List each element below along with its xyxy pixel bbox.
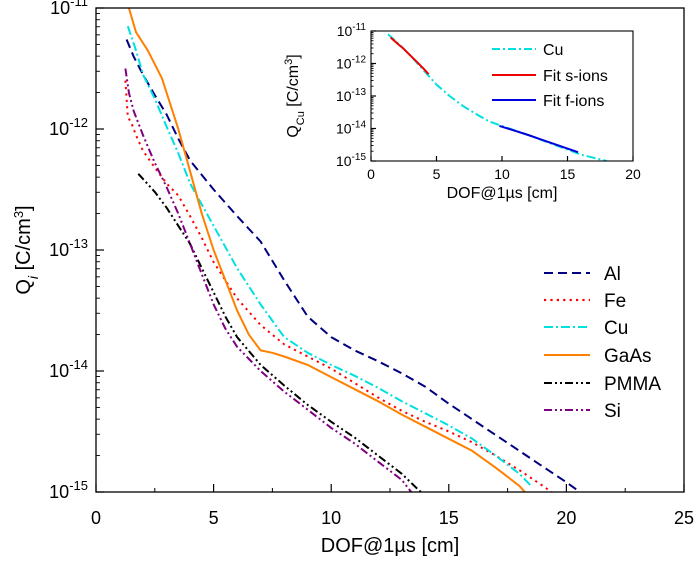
- legend-label-gaas: GaAs: [604, 346, 652, 367]
- main-legend: Al Fe Cu GaAs PMMA Si: [544, 264, 661, 422]
- main-y-tick-label: 10-12: [49, 115, 88, 139]
- inset-x-tick-label: 20: [625, 166, 641, 182]
- inset-legend-item-fit-s: Fit s-ions: [492, 68, 608, 85]
- legend-item-si: Si: [544, 401, 621, 422]
- inset-y-ticks: 10-11 10-12 10-13 10-14 10-15: [336, 22, 376, 169]
- legend-item-al: Al: [544, 264, 621, 285]
- legend-item-fe: Fe: [544, 291, 626, 312]
- legend-label-al: Al: [604, 264, 621, 285]
- main-y-title-sub: i: [25, 275, 41, 279]
- legend-item-pmma: PMMA: [544, 374, 661, 395]
- inset-y-axis-title: QCu [C/cm3]: [283, 54, 307, 137]
- inset-x-ticks: 0 5 10 15 20: [367, 156, 641, 182]
- inset-x-tick-label: 0: [367, 166, 375, 182]
- main-y-tick-label: 10-13: [49, 236, 88, 260]
- main-x-ticks: 0 5 10 15 20 25: [91, 484, 694, 528]
- main-y-ticks: 10-11 10-12 10-13 10-14 10-15: [49, 0, 104, 502]
- legend-label-si: Si: [604, 401, 621, 422]
- main-series-al: [125, 39, 582, 492]
- inset-x-axis-title: DOF@1µs [cm]: [447, 185, 558, 202]
- legend-item-cu: Cu: [544, 318, 628, 339]
- main-x-axis-title: DOF@1µs [cm]: [321, 535, 460, 557]
- inset-y-title-sup: 3: [283, 59, 295, 65]
- main-y-title-unit: [C/cm: [13, 218, 35, 276]
- inset-y-title-q: Q: [285, 125, 302, 137]
- main-x-tick-label: 25: [674, 508, 694, 528]
- legend-label-pmma: PMMA: [604, 374, 661, 395]
- inset-legend-label-fit-f: Fit f-ions: [543, 93, 604, 110]
- main-x-tick-label: 20: [556, 508, 576, 528]
- main-x-tick-label: 5: [209, 508, 219, 528]
- main-y-title-q: Q: [13, 279, 35, 295]
- inset-x-tick-label: 5: [433, 166, 441, 182]
- inset-background: [370, 10, 682, 202]
- main-series-fe: [124, 80, 554, 492]
- main-y-title-sup: 3: [11, 211, 26, 218]
- main-y-tick-label: 10-14: [49, 357, 88, 381]
- inset-series-group: [387, 33, 608, 161]
- inset-x-tick-label: 15: [560, 166, 576, 182]
- main-x-tick-label: 15: [439, 508, 459, 528]
- main-x-tick-label: 0: [91, 508, 101, 528]
- inset-legend-label-fit-s: Fit s-ions: [543, 68, 608, 85]
- legend-item-gaas: GaAs: [544, 346, 652, 367]
- main-y-axis-title: Qi [C/cm3]: [11, 205, 42, 294]
- main-y-tick-label: 10-15: [49, 478, 88, 502]
- inset-y-title-end: ]: [285, 54, 302, 58]
- inset-series-fit-f-ions: [499, 124, 579, 154]
- main-series-si: [124, 68, 412, 492]
- inset-legend-item-fit-f: Fit f-ions: [492, 93, 604, 110]
- inset-legend: Cu Fit s-ions Fit f-ions: [492, 42, 608, 110]
- main-x-tick-label: 10: [321, 508, 341, 528]
- inset-y-title-unit: [C/cm: [285, 65, 302, 111]
- main-plot: 0 5 10 15 20 25 10-11 10-12 10-13 10-14 10-15 DOF…: [11, 0, 695, 557]
- main-y-tick-label: 10-11: [50, 0, 88, 18]
- legend-label-fe: Fe: [604, 291, 626, 312]
- inset-legend-label-cu: Cu: [543, 42, 563, 59]
- main-series-group: [124, 8, 582, 492]
- inset-y-title-sub: Cu: [295, 111, 307, 125]
- main-series-pmma: [137, 173, 423, 492]
- inset-legend-item-cu: Cu: [492, 42, 563, 59]
- inset-y-tick-label: 10-15: [336, 152, 366, 169]
- main-series-gaas: [127, 8, 527, 492]
- inset-x-tick-label: 10: [494, 166, 510, 182]
- inset-series-fit-s-ions: [389, 36, 430, 75]
- inset-y-tick-label: 10-11: [337, 22, 367, 39]
- inset-y-tick-label: 10-12: [336, 55, 366, 72]
- main-series-cu: [126, 25, 532, 487]
- legend-label-cu: Cu: [604, 318, 628, 339]
- inset-y-tick-label: 10-14: [336, 120, 366, 137]
- inset-plot: 0 5 10 15 20 10-11 10-12 10-13 10-14 10-15 DOF@1…: [283, 10, 682, 202]
- main-y-title-end: ]: [13, 205, 35, 211]
- inset-y-tick-label: 10-13: [336, 87, 366, 104]
